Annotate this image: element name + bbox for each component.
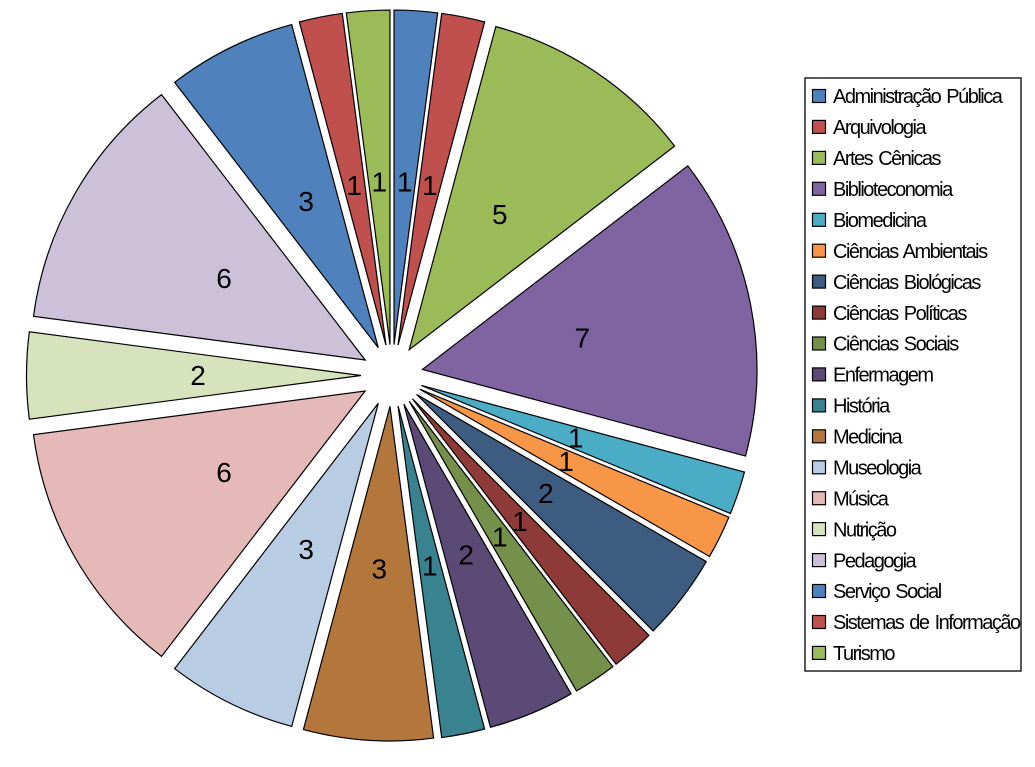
svg-text:Biblioteconomia: Biblioteconomia — [833, 179, 954, 201]
svg-text:1: 1 — [492, 521, 508, 552]
svg-text:3: 3 — [372, 554, 388, 585]
svg-text:7: 7 — [575, 322, 591, 353]
svg-text:6: 6 — [216, 263, 232, 294]
svg-text:Pedagogia: Pedagogia — [833, 550, 918, 572]
svg-text:Nutrição: Nutrição — [833, 519, 897, 541]
svg-text:Ciências Políticas: Ciências Políticas — [833, 303, 967, 325]
svg-text:Música: Música — [833, 488, 890, 510]
svg-text:1: 1 — [568, 423, 584, 454]
svg-text:1: 1 — [558, 446, 574, 477]
svg-text:2: 2 — [458, 539, 474, 570]
svg-text:6: 6 — [216, 457, 232, 488]
svg-text:1: 1 — [422, 170, 438, 201]
svg-text:Serviço Social: Serviço Social — [833, 581, 942, 603]
svg-text:1: 1 — [422, 550, 438, 581]
svg-text:3: 3 — [298, 186, 314, 217]
svg-text:Artes Cênicas: Artes Cênicas — [833, 148, 941, 170]
svg-text:Biomedicina: Biomedicina — [833, 210, 928, 232]
svg-text:1: 1 — [512, 506, 528, 537]
svg-text:Medicina: Medicina — [833, 427, 903, 449]
svg-text:1: 1 — [372, 167, 388, 198]
svg-text:Ciências Biológicas: Ciências Biológicas — [833, 272, 981, 294]
svg-text:Ciências Ambientais: Ciências Ambientais — [833, 241, 988, 263]
svg-text:2: 2 — [538, 478, 554, 509]
svg-text:Ciências Sociais: Ciências Sociais — [833, 334, 959, 356]
svg-text:1: 1 — [346, 170, 362, 201]
svg-text:5: 5 — [492, 199, 508, 230]
svg-text:2: 2 — [190, 360, 206, 391]
svg-text:Administração Pública: Administração Pública — [833, 86, 1004, 108]
svg-text:1: 1 — [397, 167, 413, 198]
svg-text:História: História — [833, 396, 891, 418]
svg-text:Turismo: Turismo — [833, 643, 895, 665]
svg-text:3: 3 — [298, 534, 314, 565]
svg-text:Enfermagem: Enfermagem — [833, 365, 933, 387]
svg-text:Sistemas de Informação: Sistemas de Informação — [833, 612, 1021, 634]
svg-text:Arquivologia: Arquivologia — [833, 117, 927, 139]
svg-text:Museologia: Museologia — [833, 458, 923, 480]
